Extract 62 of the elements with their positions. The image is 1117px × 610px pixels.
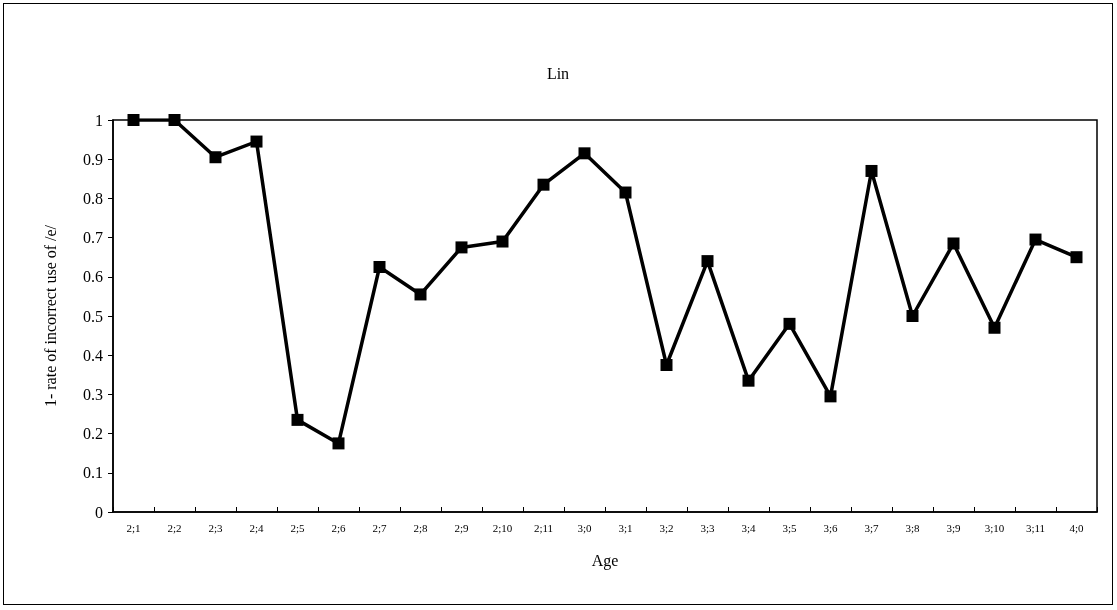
x-tick-label: 3;10 xyxy=(984,521,1005,534)
point xyxy=(1029,233,1042,246)
chart-title: Lin xyxy=(546,64,570,82)
x-tick-label: 3;9 xyxy=(946,521,962,534)
point xyxy=(660,359,673,371)
x-tick-label: 2;11 xyxy=(533,521,554,534)
x-tick-label: 2;4 xyxy=(249,521,265,534)
x-tick-label: 3;2 xyxy=(659,521,674,534)
point xyxy=(906,310,919,322)
x-axis-title: Age xyxy=(591,551,619,570)
point xyxy=(168,114,181,126)
y-tick-label: 0.7 xyxy=(83,229,103,247)
y-tick-label: 0.5 xyxy=(83,307,103,325)
x-tick-label: 3;6 xyxy=(823,521,839,534)
x-tick-label: 2;5 xyxy=(290,521,306,534)
point xyxy=(742,374,755,387)
point xyxy=(701,255,714,268)
y-axis-title: 1- rate of incorrect use of /e/ xyxy=(41,224,59,408)
point xyxy=(455,241,468,254)
point xyxy=(250,135,263,148)
point xyxy=(578,147,591,160)
point xyxy=(783,317,796,330)
y-tick-label: 0 xyxy=(95,503,103,521)
x-tick-label: 3;11 xyxy=(1025,521,1046,534)
point xyxy=(127,114,140,126)
x-tick-label: 3;8 xyxy=(905,521,921,534)
point xyxy=(947,237,960,250)
point xyxy=(496,235,509,248)
x-tick-label: 3;1 xyxy=(618,521,633,534)
x-tick-label: 3;5 xyxy=(782,521,798,534)
x-tick-label: 3;4 xyxy=(741,521,757,534)
x-tick-label: 2;6 xyxy=(331,521,347,534)
y-tick-label: 0.1 xyxy=(83,464,103,482)
y-tick-label: 0.3 xyxy=(83,385,103,403)
point xyxy=(865,164,878,177)
point xyxy=(373,261,386,273)
x-tick-label: 2;2 xyxy=(167,521,182,534)
point xyxy=(209,151,222,164)
x-tick-label: 2;10 xyxy=(492,521,513,534)
point xyxy=(1070,251,1083,264)
x-tick-label: 2;3 xyxy=(208,521,224,534)
x-tick-label: 2;8 xyxy=(413,521,429,534)
x-tick-label: 3;3 xyxy=(700,521,716,534)
y-tick-label: 0.9 xyxy=(83,150,103,168)
x-tick-label: 3;7 xyxy=(864,521,880,534)
x-tick-label: 2;1 xyxy=(126,521,141,534)
point xyxy=(537,178,550,191)
x-tick-label: 4;0 xyxy=(1069,521,1085,534)
point xyxy=(824,390,837,403)
y-tick-label: 0.6 xyxy=(83,268,103,286)
point xyxy=(332,437,345,450)
x-tick-label: 2;7 xyxy=(372,521,388,534)
x-tick-label: 2;9 xyxy=(454,521,470,534)
point xyxy=(414,288,427,301)
point xyxy=(988,321,1001,334)
y-tick-label: 0.8 xyxy=(83,189,103,207)
y-tick-label: 0.4 xyxy=(83,346,103,364)
y-tick-label: 1 xyxy=(95,111,103,129)
point xyxy=(619,186,632,199)
y-tick-label: 0.2 xyxy=(83,425,103,443)
x-tick-label: 3;0 xyxy=(577,521,593,534)
point xyxy=(291,413,304,426)
